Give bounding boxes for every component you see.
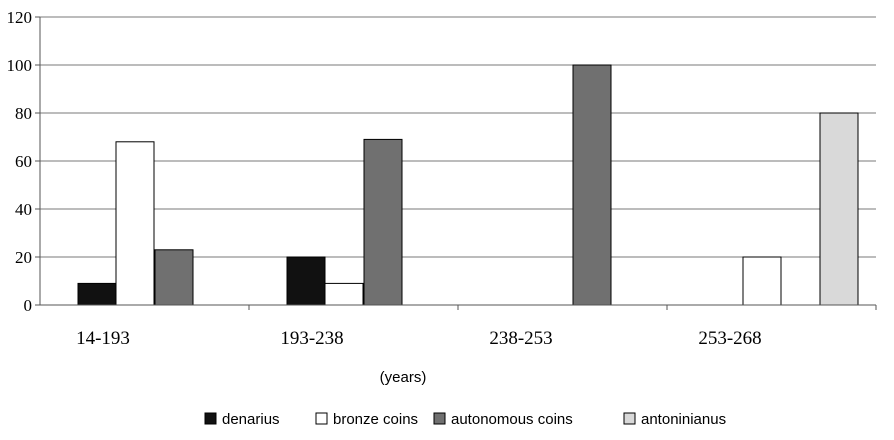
bar-denarius-14-193 [77,282,117,306]
x-tick-label: 238-253 [489,328,552,349]
legend-swatch-autonomous-coins [433,412,446,425]
axes: 0 20 40 60 80 100 120 14-193 193-238 238-253 253-2… [7,8,877,349]
legend-swatch-denarius [204,412,217,425]
y-tick-label: 20 [15,248,32,267]
x-tick-label: 14-193 [76,328,130,349]
legend-swatch-bronze-coins [315,412,328,425]
legend-label: antoninianus [641,411,726,428]
x-axis-title: (years) [380,369,427,386]
legend-label: autonomous coins [451,411,573,428]
x-tick-label: 253-268 [698,328,761,349]
bar-autonomous-coins-238-253 [572,64,612,306]
y-tick-label: 120 [7,8,33,27]
y-tick-label: 40 [15,200,32,219]
bar-bronze-coins-253-268 [742,256,782,306]
legend-label: denarius [222,411,280,428]
legend-swatch-antoninianus [623,412,636,425]
y-tick-label: 80 [15,104,32,123]
y-tick-label: 100 [7,56,33,75]
legend-label: bronze coins [333,411,418,428]
bars [77,64,859,306]
bar-bronze-coins-193-238 [324,282,364,306]
bar-antoninianus-253-268 [819,112,859,306]
bar-bronze-coins-14-193 [115,141,155,306]
bar-autonomous-coins-193-238 [363,138,403,306]
y-tick-label: 60 [15,152,32,171]
bar-denarius-193-238 [286,256,326,306]
bar-autonomous-coins-14-193 [154,249,194,306]
y-tick-label: 0 [24,296,33,315]
x-tick-label: 193-238 [280,328,343,349]
gridlines [40,16,876,258]
legend: denarius bronze coins autonomous coins anto… [204,411,726,428]
